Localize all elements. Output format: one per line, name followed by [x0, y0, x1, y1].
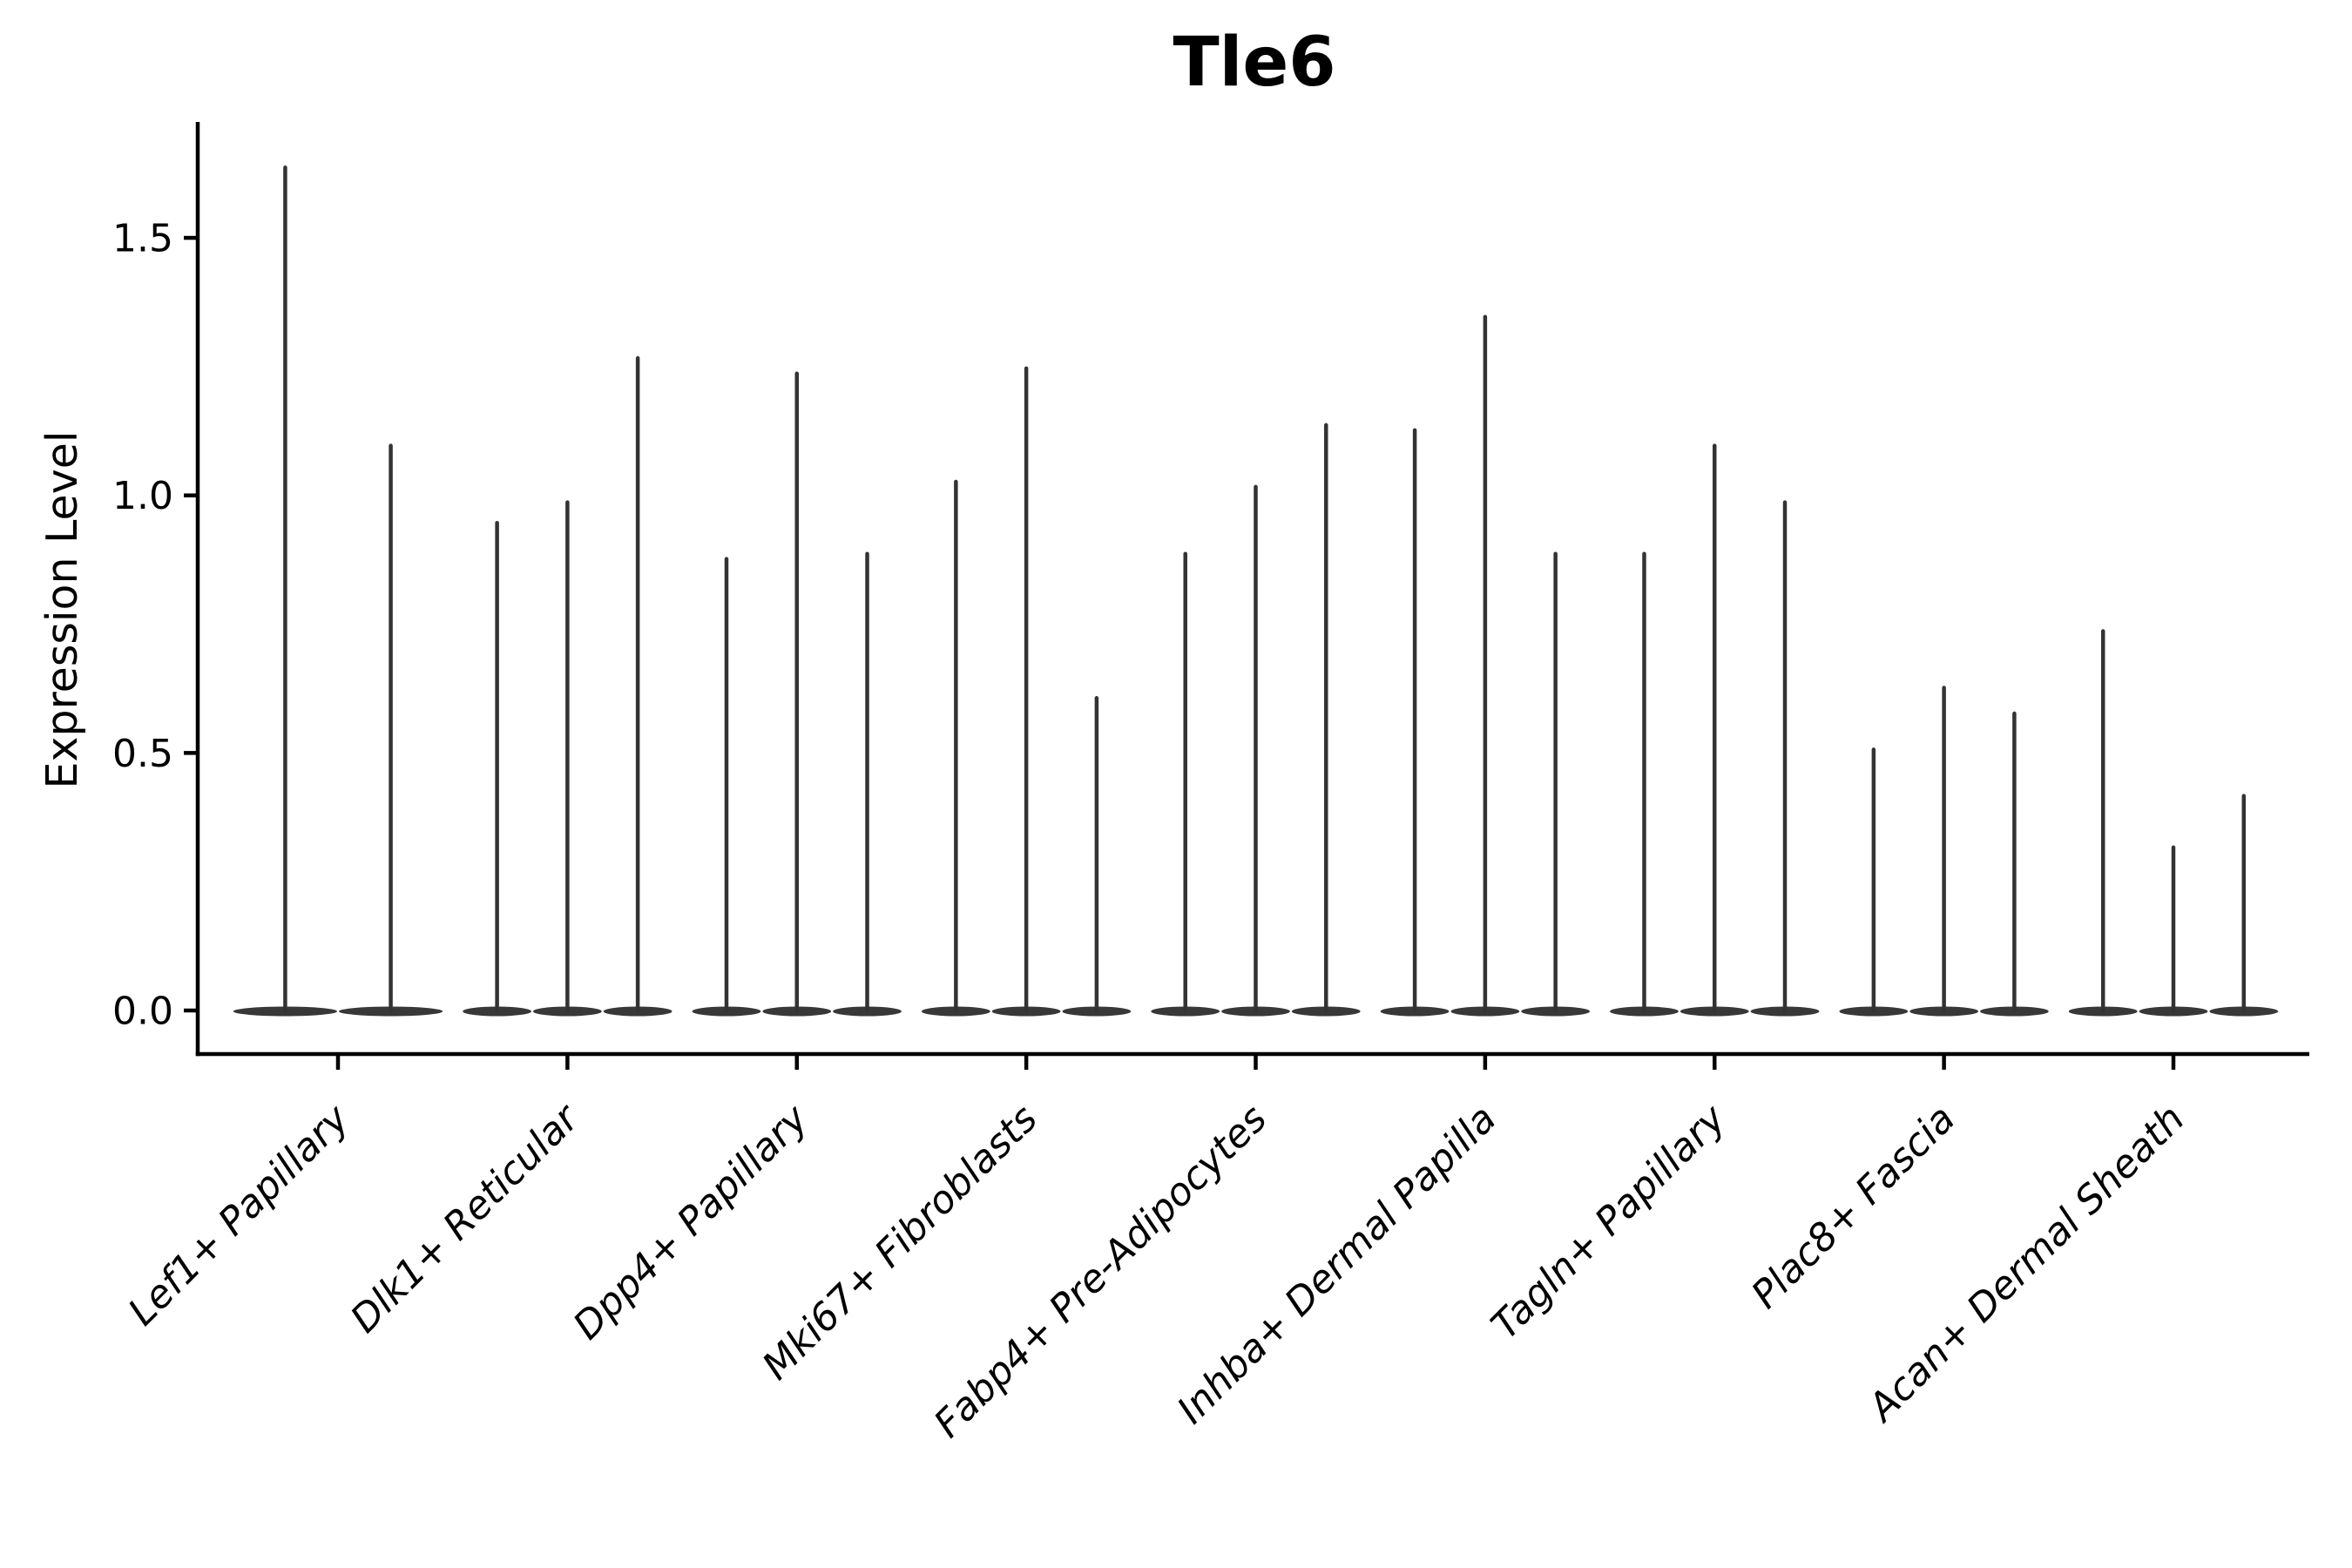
x-tick-label: Dpp4+ Papillary [564, 1096, 817, 1348]
chart-title: Tle6 [1173, 24, 1335, 102]
x-tick-label: Tagln+ Papillary [1483, 1096, 1734, 1348]
x-tick-label: Lef1+ Papillary [120, 1096, 359, 1335]
violin-group [1380, 314, 1591, 1017]
y-tick-label: 0.5 [112, 732, 173, 776]
violin-group [1839, 686, 2049, 1017]
violin-group [2068, 629, 2279, 1017]
y-tick-label: 1.0 [112, 474, 173, 518]
y-tick-label: 0.0 [112, 989, 173, 1033]
y-axis-label: Expression Level [37, 431, 87, 789]
violin-group [463, 355, 672, 1017]
violin-group [692, 371, 902, 1017]
violin-group [1610, 443, 1820, 1017]
violin-group [921, 366, 1132, 1017]
violin-group [233, 166, 443, 1017]
violin-group [1151, 422, 1361, 1017]
x-tick-label: Plac8+ Fascia [1743, 1097, 1963, 1317]
x-tick-label: Dlk1+ Reticular [342, 1095, 589, 1342]
y-tick-label: 1.5 [112, 216, 173, 260]
